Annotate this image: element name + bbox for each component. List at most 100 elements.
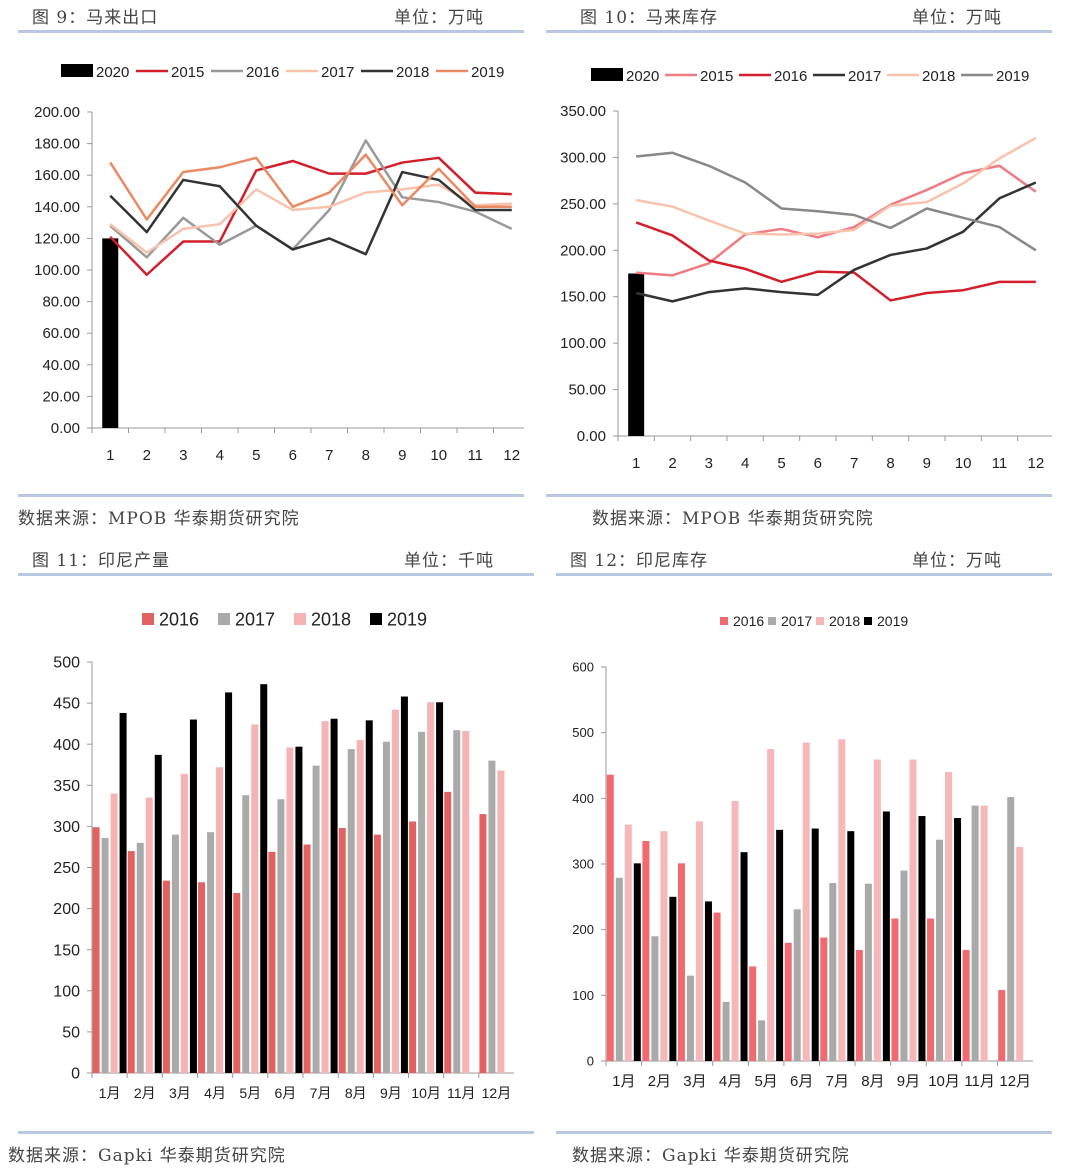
x-tick-label: 3 xyxy=(705,455,713,472)
data-source: 数据来源：MPOB 华泰期货研究院 xyxy=(592,509,874,529)
bar-2016 xyxy=(998,990,1006,1061)
x-tick-label: 8月 xyxy=(345,1085,367,1101)
bar-2020 xyxy=(628,273,645,436)
legend-item: 2018 xyxy=(816,613,860,629)
bar-2016 xyxy=(713,912,721,1061)
legend-label: 2016 xyxy=(246,64,279,81)
y-tick-label: 0.00 xyxy=(51,420,80,437)
bar-2019 xyxy=(295,746,303,1073)
bar-2019 xyxy=(918,816,926,1061)
bar-2019 xyxy=(119,712,127,1073)
x-tick-label: 3月 xyxy=(683,1073,706,1090)
x-tick-label: 1 xyxy=(632,455,640,472)
bar-2016 xyxy=(784,942,792,1061)
legend-label: 2017 xyxy=(781,613,812,629)
bar-2019 xyxy=(225,692,233,1073)
x-tick-label: 3 xyxy=(179,447,187,464)
y-tick-label: 80.00 xyxy=(42,294,80,311)
legend-swatch xyxy=(816,617,824,625)
bar-2019 xyxy=(811,828,819,1061)
bar-2017 xyxy=(418,731,426,1073)
bar-2018 xyxy=(624,824,632,1061)
bar-2016 xyxy=(677,863,685,1061)
legend-item: 2016 xyxy=(142,609,199,629)
x-tick-label: 10月 xyxy=(411,1085,441,1101)
series-line-2019 xyxy=(109,153,512,221)
x-tick-label: 2 xyxy=(143,447,151,464)
bar-2017 xyxy=(136,842,144,1073)
bar-2018 xyxy=(909,759,917,1061)
bar-2016 xyxy=(606,774,614,1061)
bar-2016 xyxy=(127,851,135,1073)
bar-2018 xyxy=(838,739,846,1061)
x-tick-label: 6 xyxy=(814,455,822,472)
x-tick-label: 2月 xyxy=(134,1085,156,1101)
bar-2017 xyxy=(101,837,109,1073)
legend-swatch xyxy=(218,613,230,625)
panel-title: 图 9：马来出口 xyxy=(32,8,159,28)
x-tick-label: 1月 xyxy=(99,1085,121,1101)
legend-swatch xyxy=(864,617,872,625)
data-source: 数据来源：Gapki 华泰期货研究院 xyxy=(8,1146,286,1166)
bar-2017 xyxy=(722,1001,730,1061)
chart-panel-malaysia-exports: 图 9：马来出口 单位：万吨 2020 2015 2016 2017 2018 2019 0… xyxy=(18,0,524,540)
bar-2018 xyxy=(497,770,505,1073)
y-tick-label: 100.00 xyxy=(560,335,606,352)
y-tick-label: 200.00 xyxy=(34,104,80,121)
bar-2018 xyxy=(110,793,118,1073)
y-tick-label: 300 xyxy=(572,857,594,872)
x-tick-label: 2月 xyxy=(648,1073,671,1090)
bar-2020 xyxy=(102,238,119,428)
bar-2019 xyxy=(704,901,712,1061)
legend-swatch xyxy=(294,613,306,625)
y-tick-label: 140.00 xyxy=(34,199,80,216)
y-tick-label: 20.00 xyxy=(42,388,80,405)
bar-2016 xyxy=(373,834,381,1073)
bar-2018 xyxy=(767,749,775,1061)
legend-item: 2018 xyxy=(887,68,955,85)
bar-2018 xyxy=(945,772,953,1061)
y-tick-label: 450 xyxy=(53,696,80,713)
line-chart-malaysia-stocks: 2020 2015 2016 2017 2018 2019 0.00 50.00 100.00 1… xyxy=(560,68,1052,472)
x-tick-label: 4 xyxy=(741,455,749,472)
bar-2018 xyxy=(251,724,259,1073)
legend-label: 2018 xyxy=(311,609,351,629)
bar-2018 xyxy=(391,709,399,1073)
x-tick-label: 4月 xyxy=(719,1073,742,1090)
legend-label: 2018 xyxy=(829,613,860,629)
legend-item: 2019 xyxy=(436,64,504,81)
y-tick-label: 300 xyxy=(53,819,80,836)
x-tick-label: 1月 xyxy=(612,1073,635,1090)
bar-2017 xyxy=(347,749,355,1073)
x-tick-label: 11月 xyxy=(964,1073,995,1090)
x-tick-label: 5月 xyxy=(239,1085,261,1101)
x-tick-label: 9 xyxy=(398,447,406,464)
bar-2018 xyxy=(1016,846,1024,1061)
x-tick-label: 4月 xyxy=(204,1085,226,1101)
bar-2017 xyxy=(936,839,944,1061)
legend-item: 2019 xyxy=(864,613,908,629)
x-tick-label: 6月 xyxy=(790,1073,813,1090)
x-tick-label: 5 xyxy=(777,455,785,472)
bar-2016 xyxy=(92,827,100,1073)
bar-2019 xyxy=(260,684,268,1073)
bar-2017 xyxy=(242,795,250,1073)
series-line-2017 xyxy=(109,183,512,254)
x-tick-label: 12 xyxy=(503,447,520,464)
divider xyxy=(556,573,1052,576)
divider xyxy=(546,30,1052,33)
bar-2016 xyxy=(479,814,487,1073)
bar-2018 xyxy=(286,747,294,1073)
y-tick-label: 160.00 xyxy=(34,167,80,184)
x-tick-label: 7月 xyxy=(310,1085,332,1101)
x-tick-label: 2 xyxy=(668,455,676,472)
series-line-2016 xyxy=(109,139,513,259)
bar-2016 xyxy=(820,937,828,1061)
legend-item: 2019 xyxy=(961,68,1029,85)
x-tick-label: 11 xyxy=(467,447,483,464)
panel-unit: 单位：千吨 xyxy=(404,551,494,571)
y-tick-label: 60.00 xyxy=(42,325,80,342)
legend-label: 2019 xyxy=(387,609,427,629)
panel-unit: 单位：万吨 xyxy=(394,8,484,28)
legend-label: 2020 xyxy=(626,68,659,85)
